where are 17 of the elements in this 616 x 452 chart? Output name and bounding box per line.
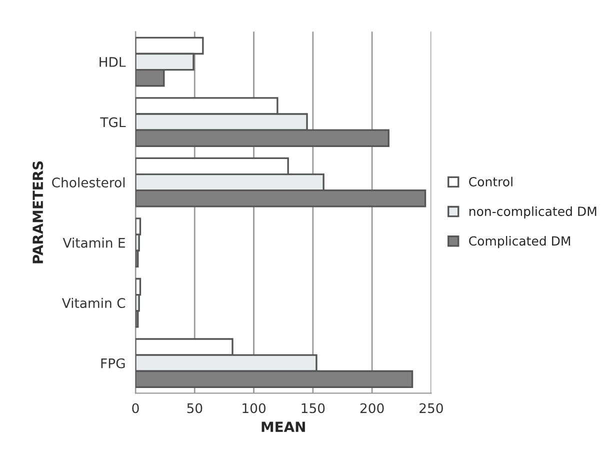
x-tick-label: 200 xyxy=(360,403,384,414)
x-axis-title: MEAN xyxy=(262,422,305,432)
y-tick-label: FPG xyxy=(101,358,125,368)
y-tick-label: Vitamin C xyxy=(62,298,126,308)
legend-label: Control xyxy=(469,176,512,186)
x-tick-label: 250 xyxy=(420,403,443,414)
x-tick-label: 100 xyxy=(242,403,266,414)
x-tick-label: 150 xyxy=(302,403,325,414)
legend-label: non-complicated DM xyxy=(470,206,596,218)
y-tick-label: Cholesterol xyxy=(52,177,125,188)
legend-label: Complicated DM xyxy=(469,236,570,248)
y-axis-title: PARAMETERS xyxy=(32,161,44,264)
y-tick-label: TGL xyxy=(100,117,126,128)
x-tick-label: 50 xyxy=(187,403,202,414)
y-tick-label: HDL xyxy=(100,57,126,67)
y-tick-label: Vitamin E xyxy=(62,238,125,248)
x-tick-label: 0 xyxy=(132,403,139,414)
